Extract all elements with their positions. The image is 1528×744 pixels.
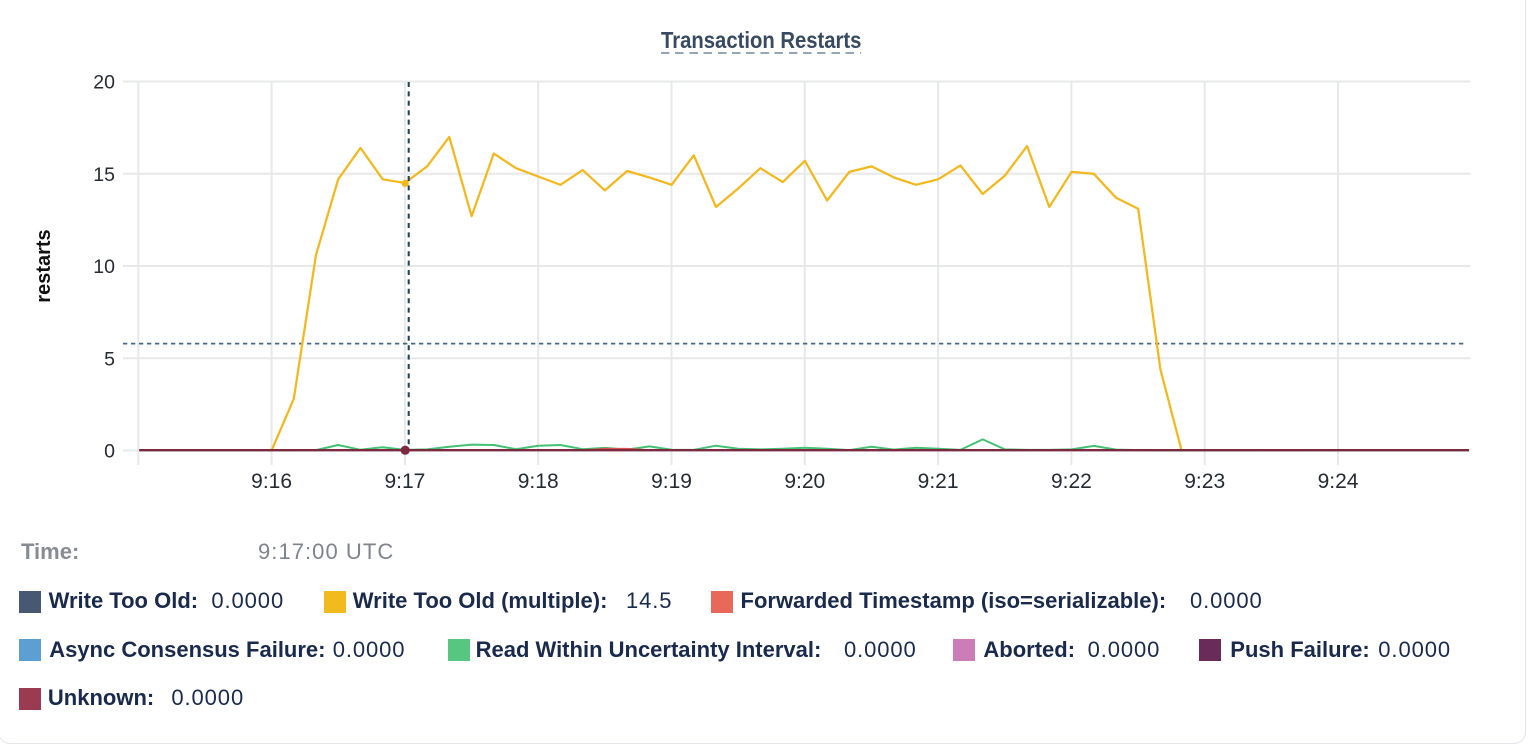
svg-text:9:20: 9:20 [784,470,825,493]
svg-text:0: 0 [104,441,115,463]
svg-text:9:22: 9:22 [1051,470,1092,493]
svg-text:9:16: 9:16 [251,470,292,493]
svg-text:20: 20 [93,72,115,94]
svg-text:10: 10 [93,256,115,278]
svg-text:9:19: 9:19 [651,470,692,493]
svg-text:9:17: 9:17 [384,470,425,493]
svg-text:5: 5 [104,348,115,370]
svg-text:15: 15 [93,164,115,186]
svg-text:9:21: 9:21 [918,470,959,493]
svg-text:9:24: 9:24 [1318,470,1359,493]
svg-text:restarts: restarts [33,229,55,302]
svg-text:9:18: 9:18 [518,470,559,493]
svg-text:9:23: 9:23 [1184,470,1225,493]
